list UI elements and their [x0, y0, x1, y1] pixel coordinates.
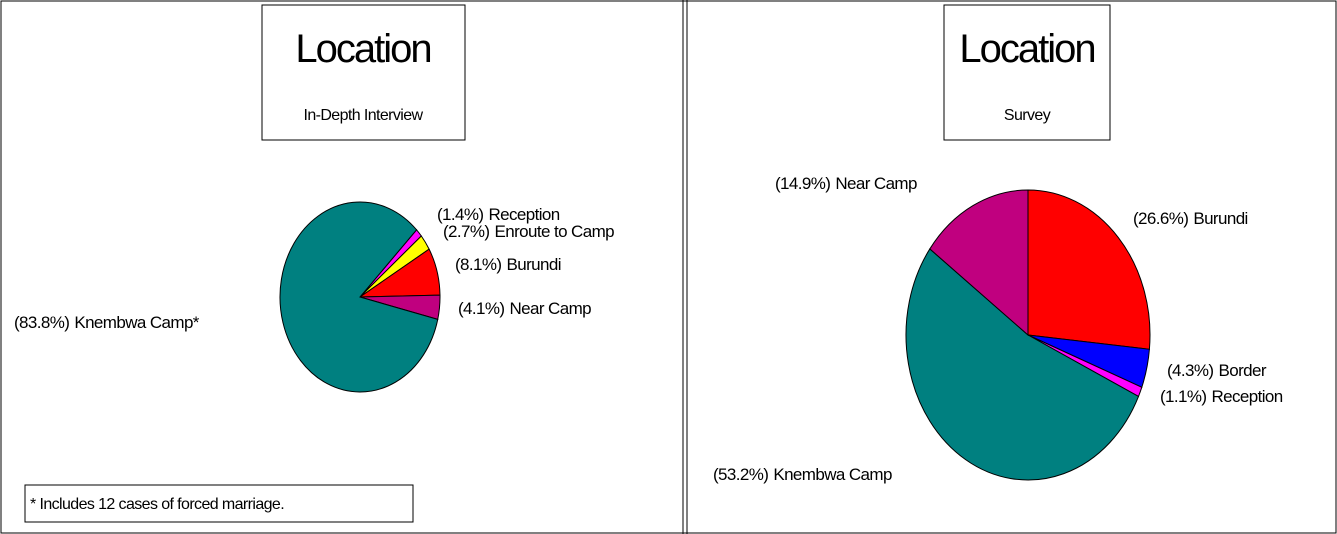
category-label: Burundi [1193, 209, 1247, 228]
slice-label: (2.7%) Enroute to Camp [443, 222, 614, 241]
slice-label: (8.1%) Burundi [455, 255, 561, 274]
value-label: (8.1%) [455, 255, 501, 274]
pie-slice [1027, 189, 1151, 350]
slice-label: (4.3%) Border [1167, 361, 1267, 380]
annotation: * Includes 12 cases of forced marriage. [30, 496, 284, 513]
chart-title: Location [959, 27, 1094, 71]
chart-title: Location [295, 27, 430, 71]
category-label: Knembwa Camp* [74, 313, 199, 332]
chart-subtitle: In-Depth Interview [303, 107, 423, 124]
title-box [943, 4, 1111, 141]
value-label: (14.9%) [775, 174, 830, 193]
category-label: Enroute to Camp [494, 222, 614, 241]
slice-label: (1.1%) Reception [1160, 387, 1283, 406]
title-box [261, 4, 466, 141]
value-label: (26.6%) [1133, 209, 1188, 228]
slice-label: (4.1%) Near Camp [458, 299, 591, 318]
slice-label: (1.4%) Reception [437, 205, 560, 224]
value-label: (4.3%) [1167, 361, 1213, 380]
category-label: Near Camp [509, 299, 591, 318]
value-label: (83.8%) [14, 313, 69, 332]
category-label: Border [1218, 361, 1266, 380]
category-label: Knembwa Camp [773, 465, 892, 484]
value-label: (2.7%) [443, 222, 489, 241]
slice-label: (83.8%) Knembwa Camp* [14, 313, 200, 332]
slice-label: (14.9%) Near Camp [775, 174, 917, 193]
slice-label: (53.2%) Knembwa Camp [713, 465, 892, 484]
category-label: Near Camp [835, 174, 917, 193]
pie-slice [929, 189, 1029, 337]
pie-slice [905, 248, 1140, 481]
slice-label: (26.6%) Burundi [1133, 209, 1248, 228]
value-label: (4.1%) [458, 299, 504, 318]
value-label: (1.4%) [437, 205, 483, 224]
annotation-box [24, 484, 414, 523]
pie-slice [279, 201, 439, 393]
value-label: (53.2%) [713, 465, 768, 484]
category-label: Burundi [506, 255, 560, 274]
category-label: Reception [488, 205, 559, 224]
category-label: Reception [1211, 387, 1282, 406]
chart-subtitle: Survey [1004, 107, 1051, 124]
value-label: (1.1%) [1160, 387, 1206, 406]
